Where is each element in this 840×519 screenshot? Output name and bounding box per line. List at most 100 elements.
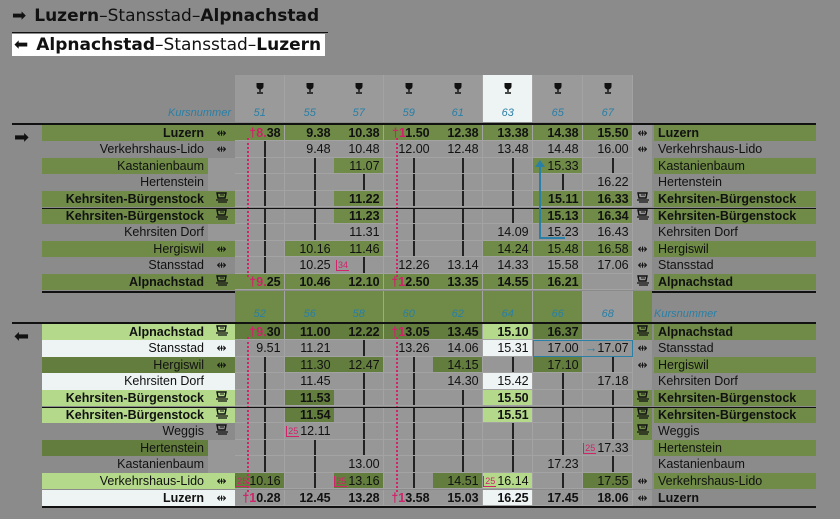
time-cell[interactable]: 17.06 — [583, 257, 633, 274]
time-cell[interactable]: 16.25 — [483, 489, 533, 507]
time-cell[interactable]: 11.23 — [334, 207, 384, 225]
station-label[interactable]: Alpnachstad — [42, 323, 208, 341]
station-label-right[interactable]: Kehrsiten-Bürgenstock — [654, 406, 816, 424]
time-cell[interactable] — [334, 406, 384, 424]
time-cell[interactable]: 11.46 — [334, 240, 384, 258]
time-cell[interactable] — [285, 439, 335, 457]
time-cell[interactable] — [285, 190, 335, 208]
station-label-right[interactable]: Hergiswil — [654, 240, 816, 258]
time-cell[interactable] — [533, 439, 583, 457]
time-cell[interactable] — [235, 439, 285, 457]
time-cell[interactable] — [433, 423, 483, 440]
station-label[interactable]: Luzern — [42, 489, 208, 507]
time-cell[interactable]: 9.51 — [235, 340, 285, 357]
time-cell[interactable]: 17.00 — [533, 340, 583, 357]
time-cell[interactable] — [533, 373, 583, 390]
time-cell[interactable] — [334, 340, 384, 357]
time-cell[interactable]: 9.38 — [285, 124, 335, 142]
time-cell[interactable]: 16.00 — [583, 141, 633, 158]
time-cell[interactable]: 12.26 — [384, 257, 434, 274]
time-cell[interactable] — [384, 423, 434, 440]
time-cell[interactable]: 17.10 — [533, 356, 583, 374]
time-cell[interactable]: 12.45 — [285, 489, 335, 507]
time-cell[interactable] — [384, 456, 434, 473]
route-title-return[interactable]: ⬅ Alpnachstad–Stansstad–Luzern — [12, 34, 326, 56]
station-label-right[interactable]: Stansstad — [658, 341, 714, 356]
time-cell[interactable] — [334, 439, 384, 457]
time-cell[interactable]: 13.00 — [334, 456, 384, 473]
time-cell[interactable]: 10.16 — [285, 240, 335, 258]
station-label[interactable]: Hertenstein — [140, 175, 204, 190]
station-label-right[interactable]: Hertenstein — [654, 439, 816, 457]
time-cell[interactable] — [583, 406, 633, 424]
time-cell[interactable] — [384, 157, 434, 175]
time-cell[interactable]: 15.58 — [533, 257, 583, 274]
time-cell[interactable]: 9.48 — [285, 141, 335, 158]
time-cell[interactable]: 25 16.14 — [483, 472, 533, 490]
time-cell[interactable] — [583, 456, 633, 473]
time-cell[interactable] — [533, 174, 583, 191]
time-cell[interactable] — [433, 174, 483, 191]
time-cell[interactable]: 11.54 — [285, 406, 335, 424]
time-cell[interactable] — [533, 406, 583, 424]
time-cell[interactable] — [433, 157, 483, 175]
footnote-badge[interactable]: 25 — [334, 475, 348, 487]
time-cell[interactable]: 17.18 — [583, 373, 633, 390]
station-label[interactable]: Luzern — [42, 124, 208, 142]
time-cell[interactable]: 25 10.16 — [235, 472, 285, 490]
station-label[interactable]: Hergiswil — [42, 356, 208, 374]
station-label-right[interactable]: Alpnachstad — [654, 323, 816, 341]
time-cell[interactable]: 10.38 — [334, 124, 384, 142]
time-cell[interactable]: †11.50 — [384, 124, 434, 142]
time-cell[interactable] — [483, 456, 533, 473]
time-cell[interactable] — [384, 224, 434, 241]
time-cell[interactable] — [483, 174, 533, 191]
time-cell[interactable]: 13.14 — [433, 257, 483, 274]
time-cell[interactable]: 15.50 — [583, 124, 633, 142]
time-cell[interactable] — [235, 356, 285, 374]
station-label[interactable]: Kehrsiten-Bürgenstock — [42, 207, 208, 225]
time-cell[interactable] — [433, 389, 483, 407]
time-cell[interactable]: 15.31 — [483, 340, 533, 357]
time-cell[interactable]: †10.28 — [235, 489, 285, 507]
time-cell[interactable]: 14.24 — [483, 240, 533, 258]
time-cell[interactable]: 17.45 — [533, 489, 583, 507]
station-label-right[interactable]: Kehrsiten Dorf — [658, 225, 738, 240]
time-cell[interactable]: 15.10 — [483, 323, 533, 341]
station-label[interactable]: Weggis — [162, 424, 204, 439]
footnote-badge[interactable]: 34 — [336, 260, 350, 272]
time-cell[interactable] — [384, 174, 434, 191]
station-label[interactable]: Kehrsiten-Bürgenstock — [42, 389, 208, 407]
time-cell[interactable] — [483, 157, 533, 175]
time-cell[interactable] — [235, 406, 285, 424]
time-cell[interactable]: 16.43 — [583, 224, 633, 241]
station-label[interactable]: Verkehrshaus-Lido — [99, 142, 204, 157]
footnote-badge[interactable]: 25 — [483, 475, 497, 487]
time-cell[interactable]: †13.05 — [384, 323, 434, 341]
time-cell[interactable]: 17.55 — [583, 472, 633, 490]
time-cell[interactable] — [235, 141, 285, 158]
time-cell[interactable]: 13.48 — [483, 141, 533, 158]
time-cell[interactable]: 15.48 — [533, 240, 583, 258]
time-cell[interactable] — [334, 389, 384, 407]
time-cell[interactable]: 11.45 — [285, 373, 335, 390]
station-label-right[interactable]: Luzern — [654, 124, 816, 142]
time-cell[interactable]: 12.38 — [433, 124, 483, 142]
time-cell[interactable] — [235, 257, 285, 274]
time-cell[interactable]: 18.06 — [583, 489, 633, 507]
time-cell[interactable]: 14.06 — [433, 340, 483, 357]
time-cell[interactable] — [384, 240, 434, 258]
time-cell[interactable]: †9.25 — [235, 273, 285, 291]
time-cell[interactable]: 14.55 — [483, 273, 533, 291]
time-cell[interactable] — [334, 373, 384, 390]
time-cell[interactable] — [384, 439, 434, 457]
time-cell[interactable]: →17.07 — [583, 340, 633, 357]
time-cell[interactable]: 10.46 — [285, 273, 335, 291]
station-label-right[interactable]: Verkehrshaus-Lido — [654, 472, 816, 490]
station-label[interactable]: Kehrsiten Dorf — [124, 225, 204, 240]
time-cell[interactable]: 11.07 — [334, 157, 384, 175]
time-cell[interactable] — [384, 207, 434, 225]
time-cell[interactable]: 11.21 — [285, 340, 335, 357]
time-cell[interactable]: 34 — [334, 257, 384, 274]
time-cell[interactable] — [235, 207, 285, 225]
